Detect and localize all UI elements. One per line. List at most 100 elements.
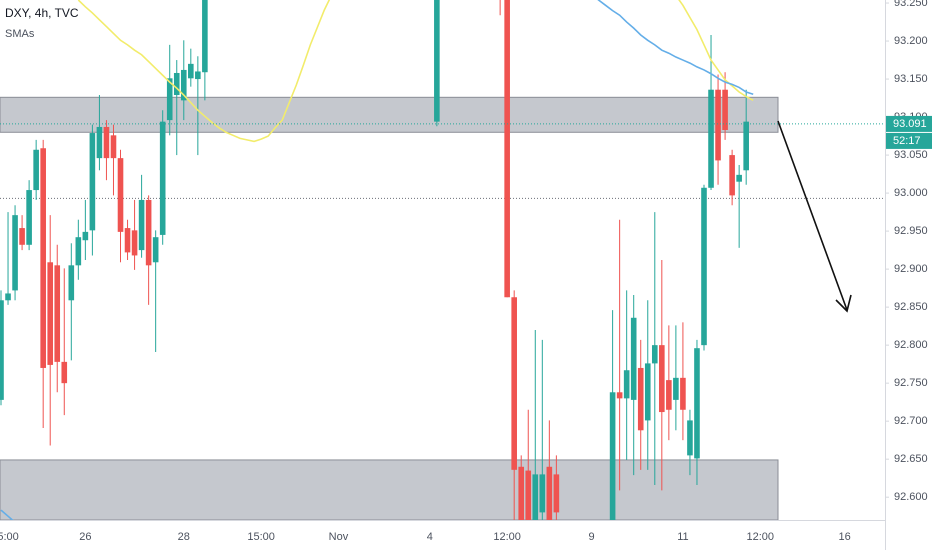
candle-body xyxy=(532,474,539,520)
candle-body xyxy=(202,0,208,73)
candle-body xyxy=(666,380,672,410)
candle-body xyxy=(546,466,553,520)
candle-body xyxy=(434,0,440,122)
candle-body xyxy=(166,78,173,121)
y-tick-label: 93.000 xyxy=(894,187,928,199)
x-tick-label: 5:00 xyxy=(0,531,19,543)
candle-body xyxy=(701,187,707,346)
x-tick-label: Nov xyxy=(329,531,349,543)
candle-body xyxy=(68,265,75,301)
y-tick-label: 92.850 xyxy=(894,301,928,313)
sma-line xyxy=(0,0,754,520)
candle-body xyxy=(659,345,665,413)
candle-body xyxy=(47,262,54,365)
sma-line xyxy=(77,0,754,143)
candle-body xyxy=(511,297,517,470)
candle-body xyxy=(651,345,658,364)
candle-body xyxy=(504,0,510,298)
candle-body xyxy=(173,72,180,96)
x-tick-label: 28 xyxy=(178,531,190,543)
y-tick-label: 93.250 xyxy=(894,0,928,9)
candle-body xyxy=(26,190,32,245)
chart-title: DXY, 4h, TVC xyxy=(5,6,79,20)
x-tick-label: 9 xyxy=(588,531,594,543)
candle-body xyxy=(110,135,117,159)
candle-body xyxy=(694,348,700,459)
candle-body xyxy=(75,237,82,266)
candle-body xyxy=(188,63,194,79)
plot-area xyxy=(0,0,885,520)
candle-body xyxy=(138,199,145,251)
candle-body xyxy=(54,265,61,362)
candle-body xyxy=(637,367,644,431)
y-tick-label: 92.950 xyxy=(894,225,928,237)
x-tick-label: 11 xyxy=(677,531,688,543)
candle-body xyxy=(680,377,686,410)
arrow-annotation xyxy=(777,120,852,313)
candle-body xyxy=(525,470,532,520)
candle-body xyxy=(609,392,616,520)
candle-body xyxy=(40,148,46,368)
candle-body xyxy=(539,474,546,513)
candle-body xyxy=(715,89,721,161)
candle-body xyxy=(103,126,110,159)
candle-body xyxy=(145,199,152,266)
last-price-label: 93.091 xyxy=(893,118,927,130)
y-tick-label: 93.050 xyxy=(894,149,928,161)
y-tick-label: 92.650 xyxy=(894,453,928,465)
candle-body xyxy=(518,466,525,520)
zone xyxy=(0,96,779,133)
candle-body xyxy=(117,158,124,232)
zone xyxy=(0,459,779,520)
candle-body xyxy=(553,474,560,513)
x-tick-label: 4 xyxy=(427,531,433,543)
candle-body xyxy=(708,89,714,188)
y-tick-label: 92.900 xyxy=(894,263,928,275)
candle-body xyxy=(131,230,138,256)
candle-body xyxy=(159,121,166,235)
last-price-box xyxy=(886,115,932,132)
candle-body xyxy=(19,228,25,245)
y-tick-label: 92.800 xyxy=(894,339,928,351)
candle-body xyxy=(644,363,651,421)
candle-body xyxy=(743,121,749,171)
y-tick-label: 92.700 xyxy=(894,415,928,427)
candle-body xyxy=(152,237,159,263)
candle-body xyxy=(33,149,39,191)
candle-body xyxy=(180,69,187,101)
x-tick-label: 12:00 xyxy=(493,531,521,543)
y-tick-label: 93.150 xyxy=(894,73,928,85)
y-tick-label: 93.200 xyxy=(894,35,928,47)
candle-body xyxy=(623,370,630,399)
x-tick-label: 12:00 xyxy=(746,531,774,543)
arrow-shaft xyxy=(777,120,848,311)
candle-body xyxy=(736,174,742,182)
y-tick-label: 92.750 xyxy=(894,377,928,389)
x-tick-label: 16 xyxy=(838,531,850,543)
candle-body xyxy=(687,420,693,456)
candle-body xyxy=(12,215,18,291)
countdown-box xyxy=(886,132,932,149)
candle-body xyxy=(729,155,735,196)
candle-body xyxy=(616,392,623,399)
x-tick-label: 26 xyxy=(79,531,91,543)
arrow-head xyxy=(835,294,852,313)
x-tick-label: 15:00 xyxy=(247,531,275,543)
candle-body xyxy=(96,126,103,159)
y-tick-label: 92.600 xyxy=(894,491,928,503)
candle-body xyxy=(61,361,68,384)
candle-body xyxy=(82,231,89,241)
candle-body xyxy=(722,89,728,130)
candle-body xyxy=(195,71,201,80)
candle-body xyxy=(630,317,637,400)
countdown-label: 52:17 xyxy=(893,135,921,147)
candle-body xyxy=(89,133,96,231)
candle-body xyxy=(673,377,679,400)
candle-body xyxy=(5,293,11,301)
candle-body xyxy=(124,228,131,253)
indicator-label: SMAs xyxy=(5,28,35,40)
candle-body xyxy=(0,300,4,400)
